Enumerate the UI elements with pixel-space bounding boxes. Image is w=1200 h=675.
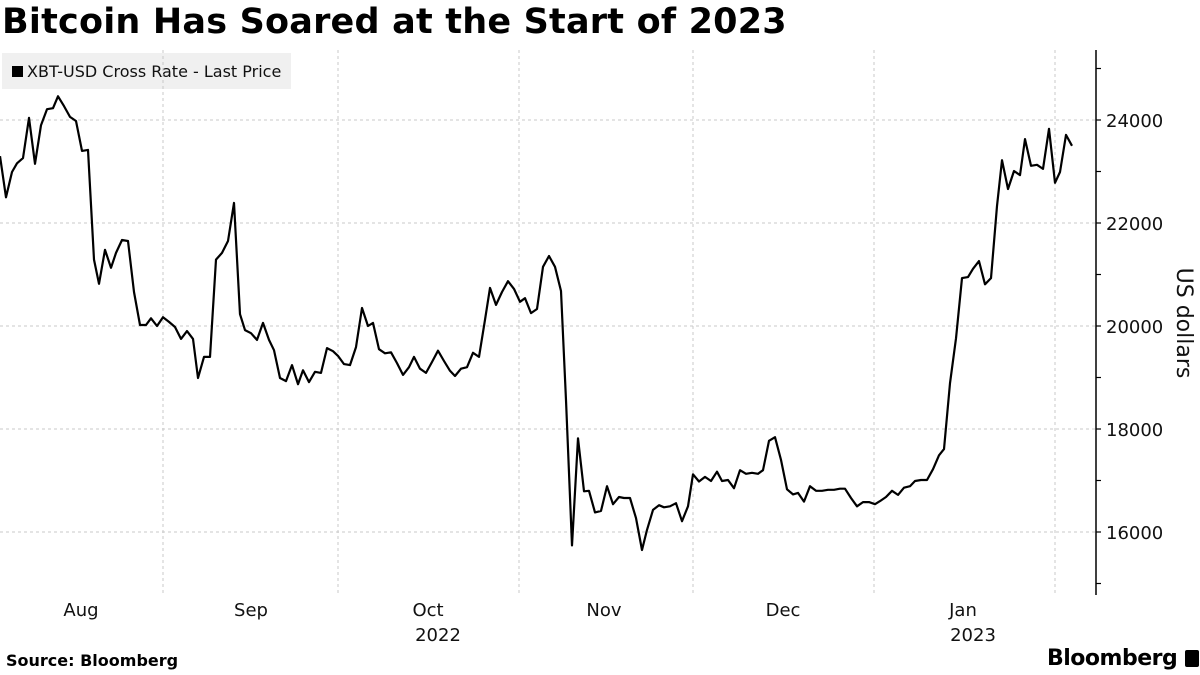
- x-year-label: 2022: [415, 625, 461, 646]
- source-note: Source: Bloomberg: [6, 651, 179, 670]
- x-year-label: 2023: [950, 625, 996, 646]
- brand-name: Bloomberg: [1047, 646, 1178, 671]
- legend: XBT-USD Cross Rate - Last Price: [2, 53, 292, 89]
- gridlines: [0, 50, 1096, 595]
- legend-swatch-icon: [12, 65, 23, 77]
- y-axis-title: US dollars: [1171, 268, 1196, 379]
- y-tick-label: 24000: [1106, 111, 1163, 132]
- brand-logo: Bloomberg: [1047, 646, 1200, 671]
- y-tick-label: 18000: [1106, 420, 1163, 441]
- x-axis: Aug Sep Oct 2022 Nov Dec Jan 2023: [63, 600, 995, 646]
- x-tick-label: Jan: [948, 600, 977, 621]
- x-tick-label: Nov: [586, 600, 621, 621]
- y-tick-label: 22000: [1106, 214, 1163, 235]
- x-tick-label: Dec: [766, 600, 801, 621]
- x-tick-label: Aug: [63, 600, 98, 621]
- x-tick-label: Oct: [412, 600, 443, 621]
- legend-label: XBT-USD Cross Rate - Last Price: [27, 61, 282, 81]
- price-line: [0, 95, 1073, 552]
- chart-title: Bitcoin Has Soared at the Start of 2023: [2, 2, 787, 42]
- x-tick-label: Sep: [234, 600, 268, 621]
- bloomberg-chart-icon: [1185, 650, 1200, 667]
- y-axis: 16000 18000 20000 22000 24000: [1095, 50, 1163, 595]
- y-tick-label: 16000: [1106, 523, 1163, 544]
- y-tick-label: 20000: [1106, 317, 1163, 338]
